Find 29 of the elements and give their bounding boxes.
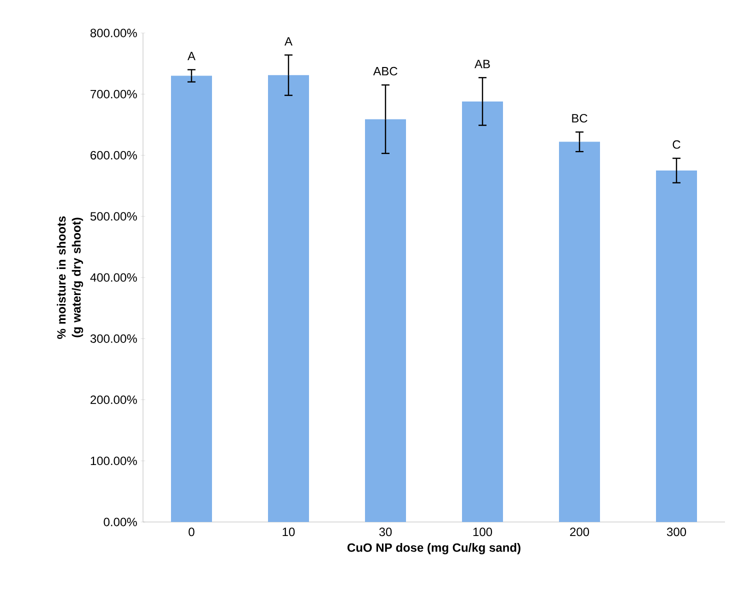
x-tick-label: 30 xyxy=(379,528,392,536)
x-tick-label: 200 xyxy=(570,528,590,536)
bar xyxy=(171,76,212,522)
annotation: C xyxy=(672,140,680,149)
x-tick-label: 300 xyxy=(666,528,686,536)
y-tick-label: 300.00% xyxy=(90,334,137,343)
bar xyxy=(656,170,697,522)
bar xyxy=(559,142,600,522)
y-axis-title: % moisture in shoots (g water/g dry shoot) xyxy=(56,216,84,339)
y-tick-label: 800.00% xyxy=(90,28,137,38)
y-tick-label: 100.00% xyxy=(90,456,137,466)
bar xyxy=(462,101,503,522)
y-tick-label: 0.00% xyxy=(104,518,137,526)
y-tick-label: 700.00% xyxy=(90,90,137,98)
y-tick-label: 200.00% xyxy=(90,396,137,404)
x-tick-label: 10 xyxy=(282,528,295,536)
bar xyxy=(268,75,310,522)
x-axis-title: CuO NP dose (mg Cu/kg sand) xyxy=(347,543,520,554)
annotation: ABC xyxy=(373,66,398,76)
annotation: A xyxy=(188,52,196,60)
x-tick-label: 0 xyxy=(188,528,194,536)
y-tick-label: 400.00% xyxy=(90,273,137,282)
annotation: A xyxy=(284,37,292,46)
annotation: BC xyxy=(572,114,588,122)
y-tick-label: 600.00% xyxy=(90,151,137,160)
y-tick-label: 500.00% xyxy=(90,212,137,221)
bar xyxy=(365,119,406,522)
x-tick-label: 100 xyxy=(473,528,492,536)
annotation: AB xyxy=(474,60,490,68)
